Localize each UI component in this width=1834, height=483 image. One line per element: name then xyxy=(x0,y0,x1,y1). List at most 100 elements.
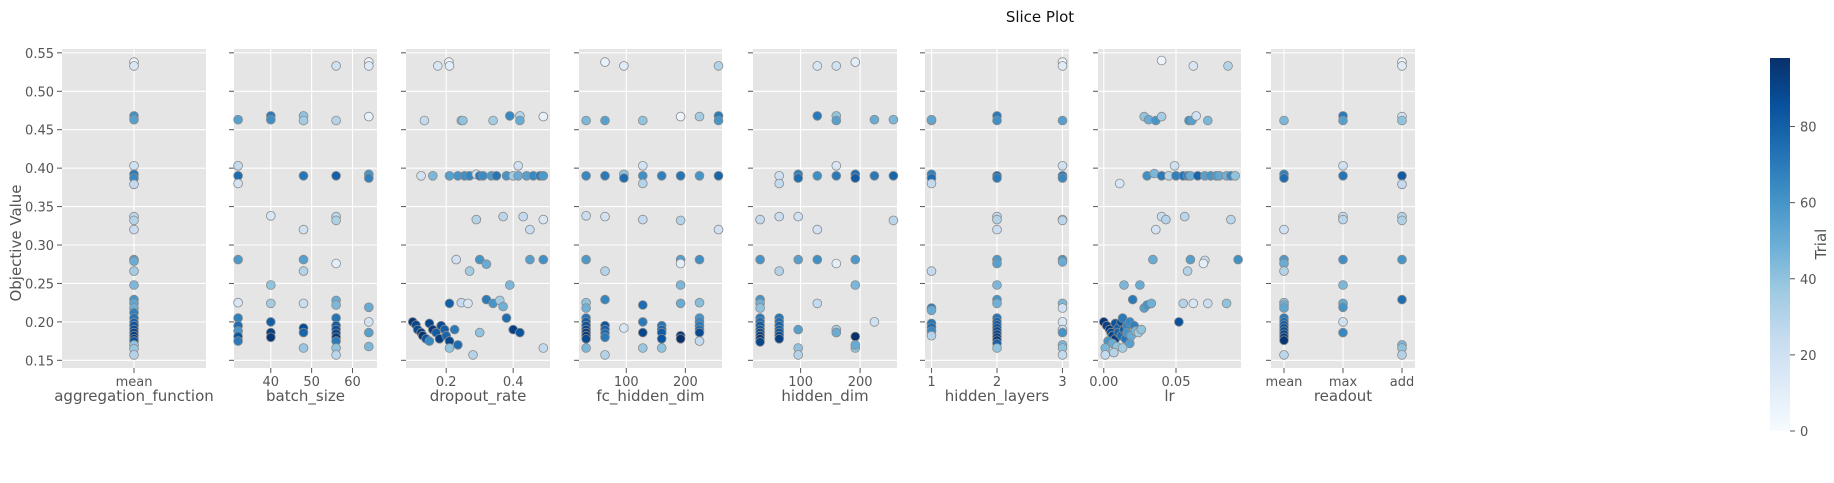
data-point xyxy=(926,305,937,316)
data-point xyxy=(363,327,374,338)
data-point xyxy=(1279,173,1289,183)
data-point xyxy=(869,114,880,125)
data-point xyxy=(498,301,508,312)
data-point xyxy=(581,333,591,344)
data-point xyxy=(1174,317,1184,327)
data-point xyxy=(793,350,803,360)
data-point xyxy=(504,280,515,290)
data-point xyxy=(518,211,528,222)
data-point xyxy=(233,114,243,125)
data-point xyxy=(675,111,686,122)
data-point xyxy=(850,173,861,183)
data-point xyxy=(363,341,374,352)
x-tick-label: 2 xyxy=(993,375,1001,390)
data-point xyxy=(581,303,591,313)
x-tick-label: 1 xyxy=(927,375,935,390)
data-point xyxy=(525,254,535,265)
data-point xyxy=(755,254,765,265)
data-point xyxy=(298,343,309,353)
data-point xyxy=(444,171,455,181)
data-point xyxy=(675,280,686,290)
data-point xyxy=(1233,254,1243,265)
data-point xyxy=(992,214,1002,225)
x-tick-label: mean xyxy=(1266,375,1303,390)
data-point xyxy=(1397,254,1407,265)
data-point xyxy=(619,173,629,183)
data-point xyxy=(581,254,591,265)
data-point xyxy=(1279,350,1289,360)
data-point xyxy=(233,178,243,189)
panels-group: 0.15 0.20 0.25 0.30 0.35 0.40 0.45 0.50 0.55 mean… xyxy=(25,47,1415,406)
data-point xyxy=(637,214,648,225)
data-point xyxy=(992,224,1002,235)
x-axis-label: readout xyxy=(1314,387,1372,405)
data-point xyxy=(233,297,243,308)
data-point xyxy=(1109,347,1119,358)
data-point xyxy=(1119,280,1129,290)
data-point xyxy=(498,211,508,222)
data-point xyxy=(694,297,705,308)
data-point xyxy=(694,327,705,338)
data-point xyxy=(774,211,784,222)
data-point xyxy=(694,171,705,181)
data-point xyxy=(538,171,549,181)
x-tick-label: add xyxy=(1390,375,1414,390)
data-point xyxy=(581,343,591,353)
panel-aggregation-function: 0.15 0.20 0.25 0.30 0.35 0.40 0.45 0.50 0.55 mean… xyxy=(25,47,214,406)
data-point xyxy=(129,179,139,190)
data-point xyxy=(869,317,880,327)
data-point xyxy=(637,300,648,310)
data-point xyxy=(600,350,610,360)
data-point xyxy=(1146,298,1157,309)
y-tick-label: 0.35 xyxy=(25,201,54,216)
y-tick-label: 0.30 xyxy=(25,239,54,254)
data-point xyxy=(444,343,455,353)
data-point xyxy=(129,215,139,226)
data-point xyxy=(1279,266,1289,276)
data-point xyxy=(444,298,455,309)
data-point xyxy=(850,340,861,350)
x-tick-label: 0.05 xyxy=(1162,375,1191,390)
data-point xyxy=(619,61,629,71)
data-point xyxy=(992,343,1002,353)
data-point xyxy=(793,254,803,265)
data-point xyxy=(233,254,243,265)
data-point xyxy=(1117,343,1128,353)
data-point xyxy=(637,161,648,171)
x-tick-label: 60 xyxy=(344,375,361,390)
data-point xyxy=(1178,298,1188,309)
y-axis-label: Objective Value xyxy=(7,184,25,301)
data-point xyxy=(1198,258,1209,269)
data-point xyxy=(129,224,139,235)
data-point xyxy=(1338,280,1348,290)
data-point xyxy=(1279,115,1289,126)
data-point xyxy=(331,350,341,360)
x-axis-label: batch_size xyxy=(266,387,345,406)
data-point xyxy=(888,171,899,181)
data-point xyxy=(298,115,309,126)
data-point xyxy=(501,313,512,323)
data-point xyxy=(992,280,1002,290)
data-point xyxy=(812,298,823,309)
data-point xyxy=(474,254,485,265)
data-point xyxy=(581,115,591,126)
data-point xyxy=(812,61,823,71)
data-point xyxy=(1188,61,1199,71)
data-point xyxy=(1057,257,1068,267)
data-point xyxy=(888,114,899,125)
data-point xyxy=(1057,350,1068,360)
data-point xyxy=(538,343,549,353)
data-point xyxy=(265,211,276,221)
data-point xyxy=(481,259,492,270)
data-point xyxy=(233,161,243,171)
data-point xyxy=(888,215,899,226)
colorbar: Trial 0 20 40 60 80 xyxy=(1770,58,1830,440)
data-point xyxy=(656,333,667,344)
x-tick-label: 200 xyxy=(848,375,873,390)
data-point xyxy=(427,171,438,181)
data-point xyxy=(1127,294,1138,305)
data-point xyxy=(463,298,473,309)
data-point xyxy=(793,173,803,183)
x-tick-label: mean xyxy=(116,375,153,390)
